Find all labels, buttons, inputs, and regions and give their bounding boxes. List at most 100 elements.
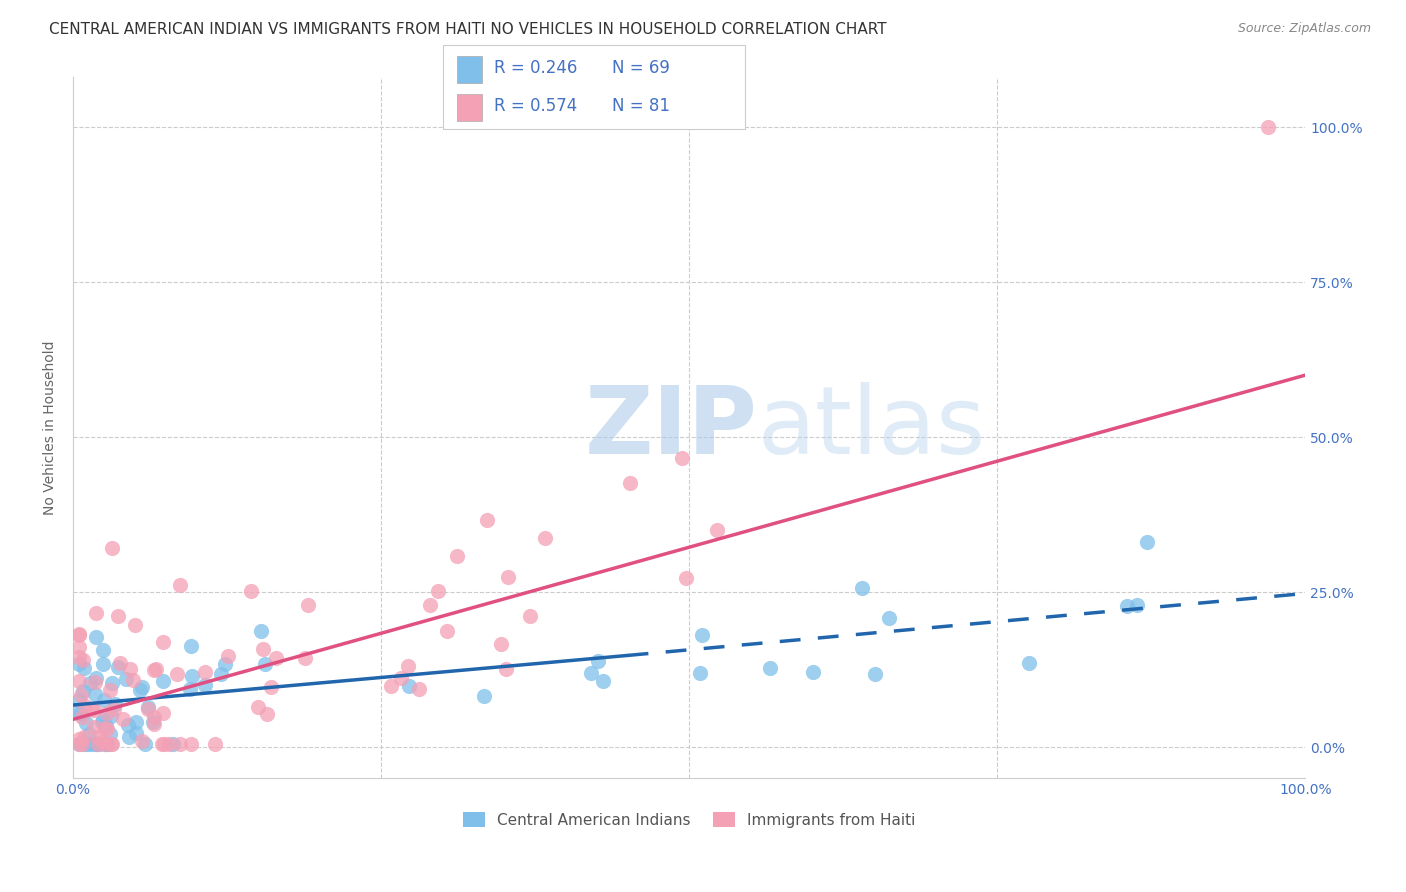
- Point: [67, 737, 90, 751]
- Point: [179, 682, 201, 697]
- Point: [264, 651, 287, 665]
- Point: [67, 673, 90, 688]
- Point: [101, 737, 124, 751]
- Legend: Central American Indians, Immigrants from Haiti: Central American Indians, Immigrants fro…: [457, 805, 921, 834]
- Point: [115, 673, 138, 687]
- Point: [69, 706, 91, 721]
- Point: [260, 680, 283, 694]
- Point: [1018, 656, 1040, 670]
- Point: [67, 704, 90, 718]
- Point: [142, 717, 165, 731]
- Point: [96, 719, 118, 733]
- Point: [297, 598, 319, 612]
- Point: [419, 598, 441, 612]
- Point: [100, 541, 122, 556]
- Point: [408, 682, 430, 697]
- Text: N = 81: N = 81: [612, 96, 669, 114]
- Point: [253, 657, 276, 672]
- Point: [252, 641, 274, 656]
- Y-axis label: No Vehicles in Household: No Vehicles in Household: [44, 341, 58, 515]
- Point: [150, 737, 173, 751]
- Point: [89, 737, 111, 751]
- Point: [96, 706, 118, 721]
- Point: [214, 657, 236, 671]
- Point: [86, 737, 108, 751]
- Point: [389, 672, 412, 686]
- Point: [118, 730, 141, 744]
- Point: [120, 662, 142, 676]
- Point: [496, 570, 519, 584]
- Text: Source: ZipAtlas.com: Source: ZipAtlas.com: [1237, 22, 1371, 36]
- Text: R = 0.246: R = 0.246: [494, 60, 576, 78]
- Point: [145, 662, 167, 676]
- Point: [380, 679, 402, 693]
- Point: [436, 624, 458, 638]
- Point: [72, 653, 94, 667]
- Point: [759, 661, 782, 675]
- Point: [124, 618, 146, 632]
- Point: [100, 709, 122, 723]
- Point: [75, 715, 97, 730]
- Point: [477, 513, 499, 527]
- Point: [98, 727, 121, 741]
- Point: [77, 737, 100, 751]
- Point: [96, 737, 118, 751]
- Point: [111, 712, 134, 726]
- Point: [495, 662, 517, 676]
- Point: [157, 737, 180, 751]
- Point: [1136, 534, 1159, 549]
- Point: [239, 583, 262, 598]
- Point: [125, 714, 148, 729]
- Point: [90, 734, 112, 748]
- Point: [84, 674, 107, 689]
- Point: [98, 682, 121, 697]
- Point: [67, 640, 90, 655]
- Point: [93, 713, 115, 727]
- Point: [73, 660, 96, 674]
- Point: [446, 549, 468, 563]
- Point: [70, 710, 93, 724]
- Point: [579, 665, 602, 680]
- Point: [101, 676, 124, 690]
- Point: [107, 660, 129, 674]
- Point: [180, 737, 202, 751]
- Point: [93, 737, 115, 751]
- Point: [79, 676, 101, 690]
- Point: [162, 737, 184, 751]
- Point: [1115, 599, 1137, 613]
- Point: [801, 665, 824, 679]
- Point: [100, 737, 122, 751]
- Point: [204, 737, 226, 751]
- Point: [256, 707, 278, 722]
- Point: [136, 700, 159, 714]
- Point: [863, 666, 886, 681]
- Point: [103, 701, 125, 715]
- Text: R = 0.574: R = 0.574: [494, 96, 576, 114]
- Point: [67, 628, 90, 642]
- Point: [93, 692, 115, 706]
- Point: [152, 673, 174, 688]
- Point: [70, 737, 93, 751]
- Point: [69, 688, 91, 702]
- Point: [67, 737, 90, 751]
- Point: [87, 730, 110, 744]
- Point: [519, 609, 541, 624]
- Point: [169, 737, 191, 751]
- Point: [1126, 599, 1149, 613]
- Point: [67, 693, 90, 707]
- Point: [851, 581, 873, 595]
- Point: [398, 679, 420, 693]
- Point: [107, 609, 129, 624]
- Point: [877, 611, 900, 625]
- Point: [122, 673, 145, 687]
- Point: [194, 665, 217, 679]
- Point: [689, 665, 711, 680]
- Point: [143, 709, 166, 723]
- Point: [84, 630, 107, 644]
- Point: [73, 730, 96, 744]
- Point: [250, 624, 273, 638]
- Point: [427, 584, 450, 599]
- Point: [152, 706, 174, 721]
- Point: [128, 682, 150, 697]
- Point: [194, 678, 217, 692]
